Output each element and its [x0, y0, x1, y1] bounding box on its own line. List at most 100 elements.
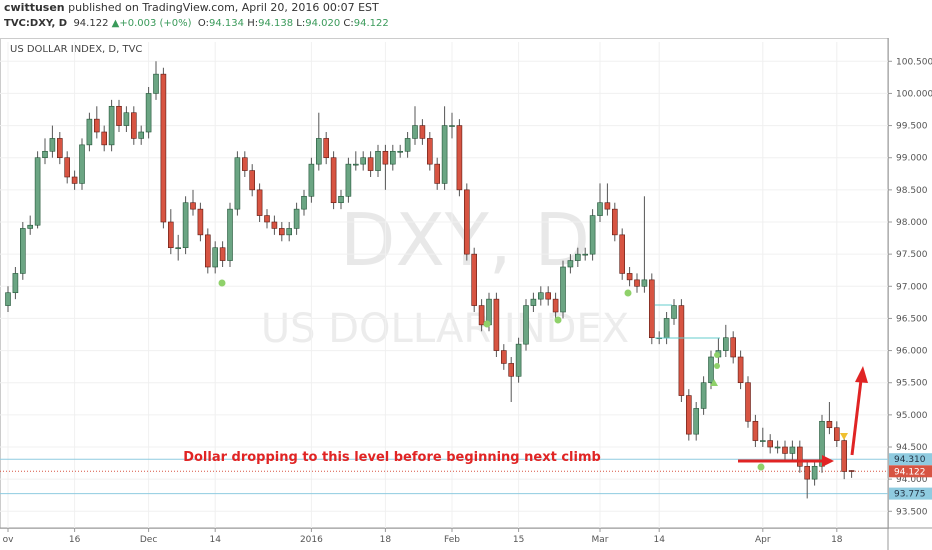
candle-body — [752, 420, 759, 441]
candle-body — [271, 221, 278, 229]
candle-body — [12, 273, 19, 294]
candle-body — [782, 446, 788, 454]
candle-body — [64, 157, 70, 178]
candle-body — [663, 318, 670, 339]
price-label: 94.122 — [894, 467, 926, 477]
candle-body — [449, 125, 455, 127]
candle-body — [523, 305, 529, 345]
o: 94.134 — [209, 18, 244, 29]
candle-body — [397, 150, 404, 153]
candle-body — [168, 221, 174, 249]
c: 94.122 — [353, 18, 389, 29]
candle-body — [205, 234, 211, 268]
y-tick-label: 100.000 — [896, 89, 932, 99]
signal-triangle — [710, 379, 718, 386]
candle-body — [116, 105, 122, 126]
quote-line: TVC:DXY, D 94.122 ▲+0.003 (+0%) O:94.134… — [0, 16, 932, 32]
candle-body — [330, 157, 337, 204]
candle-body — [345, 163, 352, 197]
candle-body — [745, 382, 751, 422]
candle-body — [412, 125, 418, 139]
candle-body — [648, 279, 655, 339]
change-arrow: ▲ — [111, 18, 120, 29]
candle-body — [360, 157, 367, 165]
signal-dot — [714, 363, 720, 369]
candle-body — [352, 163, 359, 166]
signal-dot — [624, 289, 632, 297]
y-tick-label: 100.500 — [896, 57, 932, 67]
candle-body — [375, 150, 381, 171]
arrow — [850, 379, 863, 456]
candle-body — [264, 215, 270, 223]
candle-body — [108, 105, 115, 146]
candle-body — [323, 138, 330, 159]
candle-body — [574, 253, 581, 261]
candle-body — [49, 138, 56, 152]
candle-body — [19, 228, 26, 274]
candle-body — [730, 337, 737, 358]
candle-body — [626, 273, 633, 281]
signal-triangle — [840, 433, 848, 440]
signal-dot — [554, 316, 562, 324]
h: 94.138 — [258, 18, 294, 29]
watermark-sub: US DOLLAR INDEX — [261, 306, 629, 352]
candle-body — [138, 131, 144, 139]
x-tick-label: ov — [3, 535, 15, 545]
candle-body — [774, 446, 781, 449]
y-tick-label: 95.500 — [896, 379, 928, 389]
l: 94.020 — [305, 18, 341, 29]
h-label: H: — [247, 18, 259, 29]
y-tick-label: 97.000 — [896, 282, 928, 292]
candle-body — [508, 363, 515, 377]
candle-body — [582, 253, 589, 256]
price-label-box — [889, 465, 932, 478]
author[interactable]: cwittusen — [4, 1, 65, 14]
candle-body — [382, 150, 389, 165]
candle-body — [441, 125, 448, 184]
o-label: O: — [197, 18, 209, 29]
y-tick-label: 94.000 — [896, 475, 928, 485]
candle-body — [308, 163, 315, 197]
signal-dot — [218, 279, 226, 287]
candle-body — [234, 157, 241, 210]
arrow-head — [822, 455, 834, 467]
y-tick-label: 96.000 — [896, 347, 928, 357]
price-label-box — [889, 487, 932, 500]
x-tick-label: 2016 — [300, 535, 323, 545]
candle-body — [789, 446, 796, 454]
candle-body — [5, 292, 11, 306]
candle-body — [545, 292, 552, 300]
arrow-head — [855, 366, 868, 383]
header: cwittusen published on TradingView.com, … — [0, 0, 932, 40]
x-tick-label: Mar — [592, 535, 609, 545]
candle-body — [678, 305, 685, 396]
price-label: 93.775 — [894, 490, 926, 500]
candle-body — [145, 93, 152, 133]
y-tick-label: 99.000 — [896, 154, 928, 164]
candle-body — [796, 446, 803, 467]
candle-body — [456, 125, 463, 191]
y-tick-label: 99.500 — [896, 122, 928, 132]
candle-body — [227, 208, 233, 261]
signal-dot — [483, 320, 491, 328]
candle-body — [153, 73, 159, 94]
y-tick-label: 98.000 — [896, 218, 928, 228]
x-tick-label: Feb — [444, 535, 460, 545]
candle-body — [693, 408, 700, 435]
candle-body — [848, 470, 855, 472]
candle-body — [42, 150, 48, 159]
x-tick-label: 14 — [209, 535, 221, 545]
candle-body — [567, 260, 574, 268]
candle-body — [463, 189, 470, 255]
candle-body — [722, 337, 729, 351]
y-tick-label: 95.000 — [896, 411, 928, 421]
l-label: L: — [296, 18, 306, 29]
signal-dot — [757, 463, 765, 471]
change: +0.003 (+0%) — [119, 18, 192, 29]
candle-body — [182, 202, 189, 249]
candle-body — [619, 234, 626, 274]
x-tick-label: 15 — [513, 535, 524, 545]
candle-body — [708, 356, 714, 384]
y-tick-label: 93.500 — [896, 507, 928, 517]
candle-body — [589, 215, 596, 255]
